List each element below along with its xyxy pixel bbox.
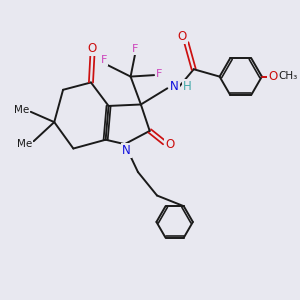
Text: H: H (183, 80, 191, 93)
Text: O: O (165, 138, 174, 151)
Text: O: O (87, 42, 97, 55)
Text: CH₃: CH₃ (279, 71, 298, 81)
Text: Me: Me (17, 139, 32, 149)
Text: F: F (132, 44, 138, 54)
Text: Me: Me (14, 105, 30, 116)
Text: O: O (177, 30, 187, 43)
Text: F: F (156, 69, 163, 79)
Text: O: O (268, 70, 278, 83)
Text: F: F (100, 56, 107, 65)
Text: N: N (122, 144, 130, 157)
Text: N: N (170, 80, 179, 93)
